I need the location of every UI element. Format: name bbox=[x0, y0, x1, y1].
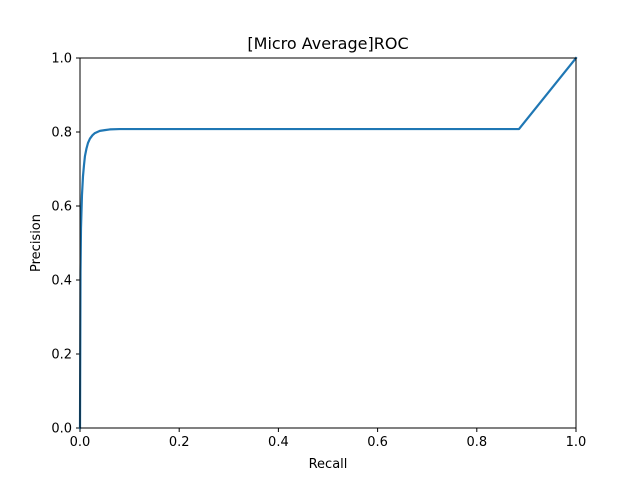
x-tick-label: 0.0 bbox=[70, 435, 91, 450]
x-tick-label: 0.2 bbox=[169, 435, 190, 450]
y-tick-label: 0.8 bbox=[51, 126, 72, 141]
series-line bbox=[78, 56, 578, 430]
x-axis-title: Recall bbox=[309, 457, 348, 472]
y-tick-label: 0.0 bbox=[51, 422, 72, 437]
y-axis-title: Precision bbox=[29, 214, 44, 272]
x-tick-label: 1.0 bbox=[566, 435, 587, 450]
y-tick-label: 0.6 bbox=[51, 200, 72, 215]
x-tick-label: 0.6 bbox=[367, 435, 388, 450]
y-tick-label: 0.2 bbox=[51, 348, 72, 363]
y-tick-label: 0.4 bbox=[51, 274, 72, 289]
y-axis-ticks: 0.0 0.2 0.4 0.6 0.8 1.0 bbox=[51, 52, 80, 437]
x-axis-ticks: 0.0 0.2 0.4 0.6 0.8 1.0 bbox=[70, 428, 587, 450]
y-tick-label: 1.0 bbox=[51, 52, 72, 67]
x-tick-label: 0.8 bbox=[466, 435, 487, 450]
plot-frame bbox=[79, 57, 577, 429]
chart-title: [Micro Average]ROC bbox=[247, 34, 408, 53]
x-tick-label: 0.4 bbox=[268, 435, 289, 450]
plot-area bbox=[80, 58, 576, 428]
